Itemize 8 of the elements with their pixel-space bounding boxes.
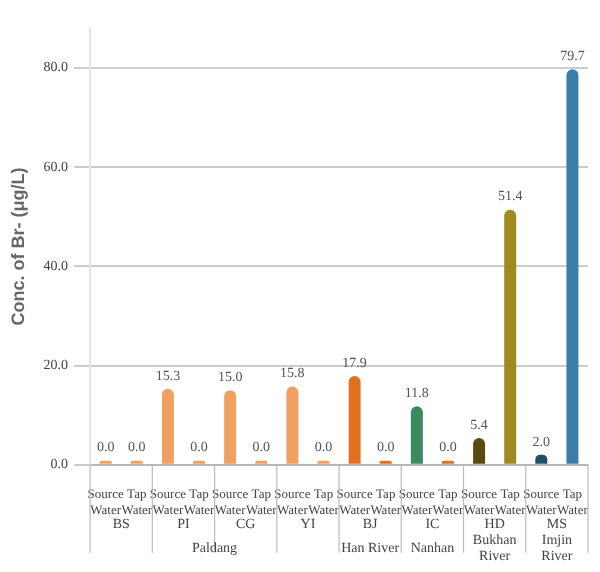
bar [410, 406, 423, 464]
bar [348, 375, 361, 464]
y-axis-title: Conc. of Br- (μg/L) [7, 167, 28, 326]
bar [286, 386, 299, 464]
bar [566, 69, 579, 464]
bar [504, 209, 517, 464]
bar [161, 388, 174, 464]
bar [224, 390, 237, 464]
